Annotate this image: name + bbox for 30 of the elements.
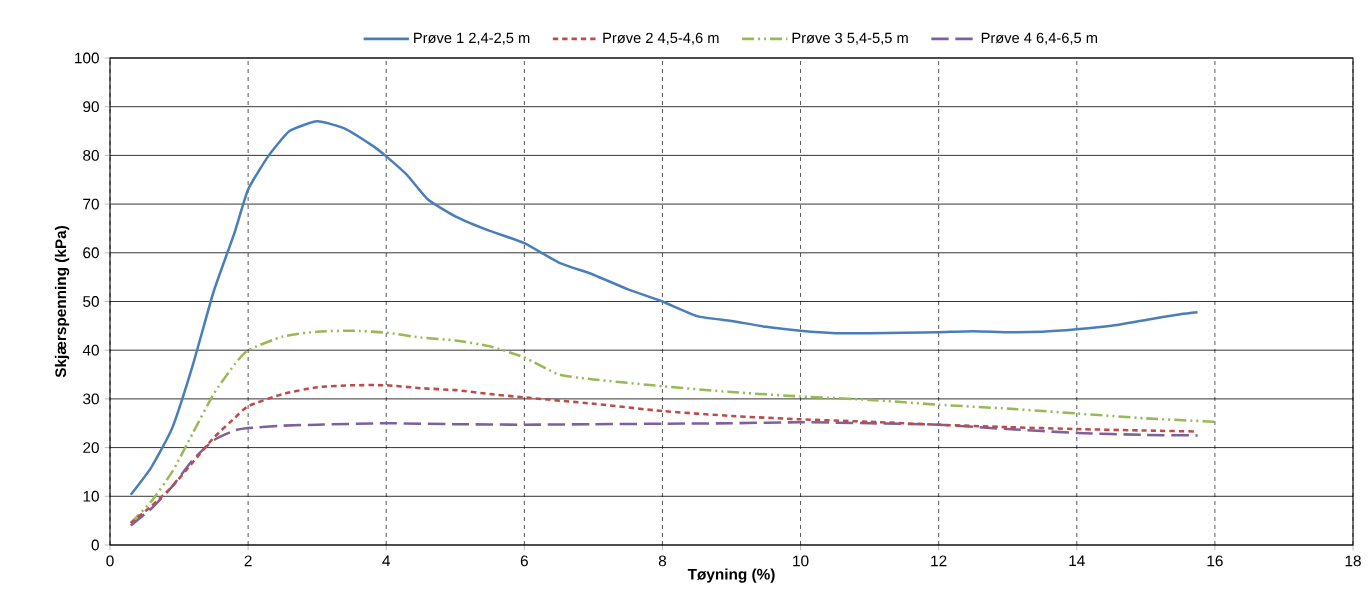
y-tick-label: 10: [83, 490, 99, 502]
x-tick-label: 2: [244, 555, 252, 567]
y-tick-label: 60: [83, 247, 99, 259]
x-tick-label: 16: [1207, 555, 1223, 567]
legend-label: Prøve 1 2,4-2,5 m: [414, 32, 530, 45]
y-axis-title: Skjærspenning (kPa): [54, 226, 70, 378]
line-series: [129, 420, 1199, 527]
y-tick-label: 70: [83, 198, 99, 210]
x-tick-label: 10: [793, 555, 809, 567]
line-series: [129, 120, 1199, 497]
x-tick-label: 14: [1069, 555, 1085, 567]
y-tick-label: 90: [83, 101, 99, 113]
legend-label: Prøve 3 5,4-5,5 m: [792, 32, 908, 45]
x-axis-title: Tøyning (%): [687, 568, 775, 583]
x-tick-label: 6: [520, 555, 528, 567]
x-tick-label: 4: [382, 555, 391, 567]
y-tick-label: 80: [83, 149, 99, 161]
y-tick-label: 50: [83, 296, 99, 307]
y-tick-label: 30: [83, 393, 99, 405]
y-tick-label: 40: [82, 344, 99, 356]
x-tick-label: 8: [658, 555, 667, 567]
x-tick-label: 12: [931, 555, 947, 567]
legend-label: Prøve 4 6,4-6,5 m: [981, 32, 1097, 45]
y-tick-label: 100: [75, 52, 99, 64]
x-tick-label: 18: [1345, 555, 1361, 567]
y-tick-label: 0: [91, 539, 99, 551]
y-tick-label: 20: [83, 442, 99, 454]
legend-label: Prøve 2 4,5-4,6 m: [603, 32, 719, 45]
line-series: [129, 329, 1217, 525]
x-tick-label: 0: [106, 555, 114, 567]
